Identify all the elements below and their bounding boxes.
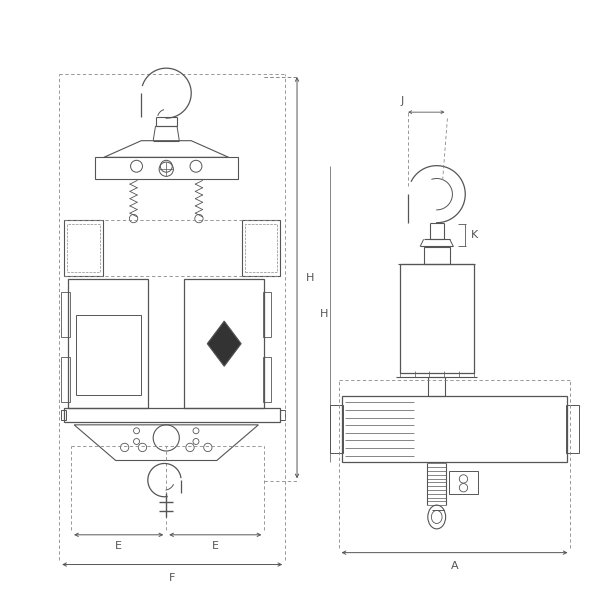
- Bar: [428, 377, 445, 396]
- Bar: [61, 410, 66, 420]
- Bar: [330, 406, 343, 452]
- Text: H: H: [306, 273, 314, 283]
- Bar: [67, 224, 100, 272]
- Bar: [64, 408, 280, 422]
- Bar: [424, 247, 450, 265]
- Text: J: J: [401, 97, 404, 106]
- Bar: [61, 357, 70, 402]
- Bar: [263, 292, 271, 337]
- Bar: [64, 220, 103, 276]
- Bar: [242, 220, 280, 276]
- Text: K: K: [470, 230, 478, 240]
- Bar: [76, 315, 140, 395]
- Bar: [61, 292, 70, 337]
- Bar: [400, 265, 473, 373]
- Text: F: F: [169, 572, 175, 583]
- Text: H: H: [320, 308, 328, 319]
- Bar: [341, 396, 568, 461]
- Bar: [449, 470, 478, 494]
- Bar: [245, 224, 277, 272]
- Bar: [184, 279, 265, 408]
- Bar: [263, 357, 271, 402]
- Bar: [280, 410, 285, 420]
- Polygon shape: [207, 321, 241, 366]
- Text: E: E: [212, 541, 219, 551]
- Text: A: A: [451, 561, 458, 571]
- Bar: [68, 279, 148, 408]
- Bar: [566, 406, 580, 452]
- Bar: [95, 157, 238, 179]
- Text: E: E: [115, 541, 122, 551]
